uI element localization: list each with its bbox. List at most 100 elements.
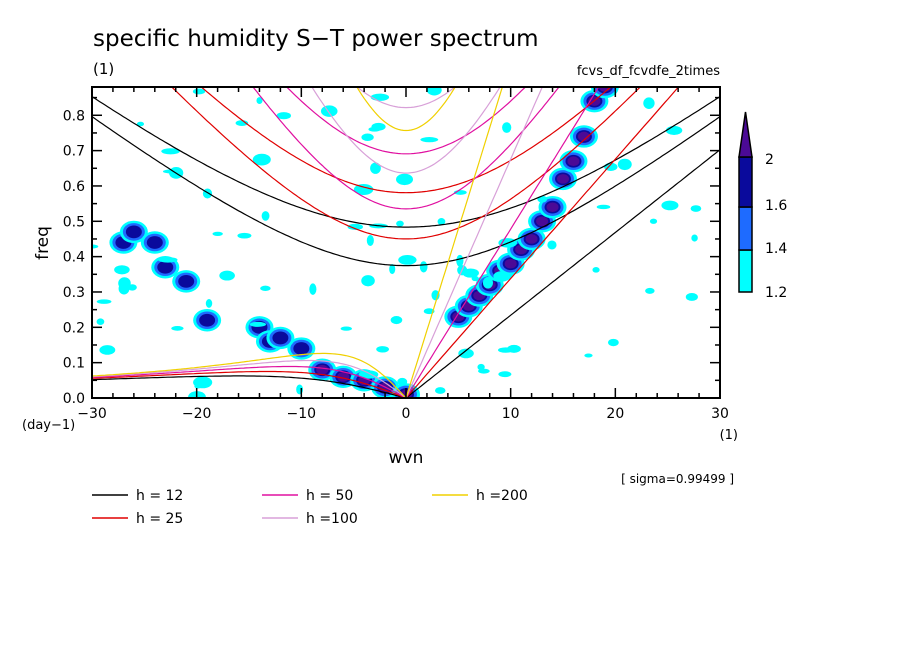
noise-patch	[419, 261, 428, 273]
westward-scatter-blob	[201, 315, 214, 326]
legend-label: h = 25	[136, 511, 183, 527]
x-tick-label: 0	[402, 406, 411, 422]
noise-patch	[205, 299, 213, 308]
noise-patch	[390, 316, 403, 325]
noise-patch	[99, 345, 116, 355]
noise-patch	[114, 265, 130, 275]
noise-patch	[645, 287, 655, 294]
noise-patch	[690, 205, 702, 212]
noise-patch	[437, 218, 446, 226]
noise-patch	[256, 97, 263, 104]
legend-label: h = 50	[306, 488, 353, 504]
y-tick-label: 0.4	[63, 250, 85, 266]
colorbar-label: 1.2	[765, 285, 787, 301]
kelvin-curve-h50	[405, 87, 600, 398]
kelvin-ridge-blob	[525, 234, 538, 244]
x-tick-label: −10	[287, 406, 317, 422]
noise-patch	[498, 347, 514, 353]
legend-label: h =200	[476, 488, 528, 504]
noise-patch	[212, 231, 223, 236]
kelvin-ridge-blob	[504, 258, 517, 269]
noise-patch	[96, 318, 105, 326]
contour-fills	[92, 87, 702, 398]
noise-patch	[607, 338, 619, 347]
westward-scatter-blob	[148, 237, 161, 248]
rossby-n1-curve-h50	[92, 365, 407, 398]
westward-scatter-blob	[274, 333, 287, 343]
noise-patch	[237, 232, 252, 239]
x-tick-label: 10	[502, 406, 520, 422]
noise-patch	[547, 240, 557, 250]
westward-scatter-blob	[159, 262, 172, 273]
kelvin-curve-h200	[405, 87, 503, 398]
y-tick-label: 0.3	[63, 285, 85, 301]
ig-n2-curve-h12	[92, 96, 720, 228]
subtitle-right: fcvs_df_fcvdfe_2times	[577, 64, 720, 79]
noise-patch	[482, 276, 494, 289]
noise-patch	[320, 105, 338, 117]
noise-patch	[235, 120, 249, 126]
ig-n2-curve-h50	[285, 87, 527, 155]
noise-patch	[426, 87, 442, 96]
westward-scatter-blob	[180, 276, 193, 287]
noise-patch	[92, 244, 99, 249]
y-tick-label: 0.1	[63, 356, 85, 372]
noise-patch	[649, 218, 658, 224]
noise-patch	[249, 321, 267, 327]
x-tick-label: −30	[77, 406, 107, 422]
x-tick-label: 30	[711, 406, 729, 422]
colorbar: 1.2 1.4 1.6 2	[738, 111, 787, 301]
x-tick-label: 20	[606, 406, 624, 422]
rossby-n1-curve-h100	[92, 359, 407, 398]
kelvin-curve-h100	[405, 87, 543, 398]
kelvin-ridge-blob	[546, 202, 559, 212]
noise-patch	[368, 126, 381, 132]
noise-patch	[136, 121, 145, 127]
legend-label: h = 12	[136, 488, 183, 504]
ig-n1-curve-h25	[170, 87, 642, 240]
noise-patch	[596, 204, 611, 210]
noise-patch	[370, 162, 381, 174]
x-tick-label: −20	[182, 406, 212, 422]
noise-patch	[219, 270, 235, 281]
noise-patch	[420, 137, 439, 143]
noise-patch	[477, 363, 485, 371]
noise-patch	[194, 384, 202, 389]
noise-patch	[665, 125, 683, 135]
colorbar-segment	[738, 206, 753, 251]
noise-patch	[498, 371, 512, 378]
noise-patch	[592, 266, 600, 273]
noise-patch	[171, 326, 184, 331]
noise-patch	[661, 200, 679, 211]
x-tick-labels: −30 −20 −10 0 10 20 30	[77, 406, 729, 422]
westward-scatter-blob	[295, 343, 308, 354]
noise-patch	[396, 220, 404, 227]
low-freq-westward-band-blob	[316, 364, 329, 375]
colorbar-extend-arrow	[738, 111, 753, 158]
colorbar-label: 1.4	[765, 241, 787, 257]
noise-patch	[691, 234, 698, 242]
kelvin-curve-h12	[405, 149, 720, 398]
noise-patch	[685, 292, 698, 301]
sigma-annotation: [ sigma=0.99499 ]	[621, 472, 734, 486]
plot-frame	[91, 86, 721, 399]
ig-n2-curve-h25	[200, 87, 612, 194]
noise-patch	[502, 122, 512, 133]
y-tick-labels: 0.0 0.1 0.2 0.3 0.4 0.5 0.6 0.7 0.8	[63, 108, 85, 407]
y-axis-unit: (day−1)	[22, 418, 75, 433]
noise-patch	[434, 387, 446, 394]
noise-patch	[376, 346, 389, 353]
noise-patch	[276, 112, 291, 120]
noise-patch	[370, 93, 390, 101]
noise-patch	[252, 153, 271, 166]
y-tick-label: 0.6	[63, 179, 85, 195]
noise-patch	[161, 148, 180, 155]
colorbar-segment	[738, 156, 753, 208]
noise-patch	[493, 271, 510, 282]
y-tick-label: 0.0	[63, 391, 85, 407]
kelvin-ridge-blob	[598, 87, 611, 92]
chart-title: specific humidity S−T power spectrum	[93, 26, 539, 52]
rossby-n1-curve-h25	[92, 370, 407, 398]
noise-patch	[118, 282, 130, 295]
